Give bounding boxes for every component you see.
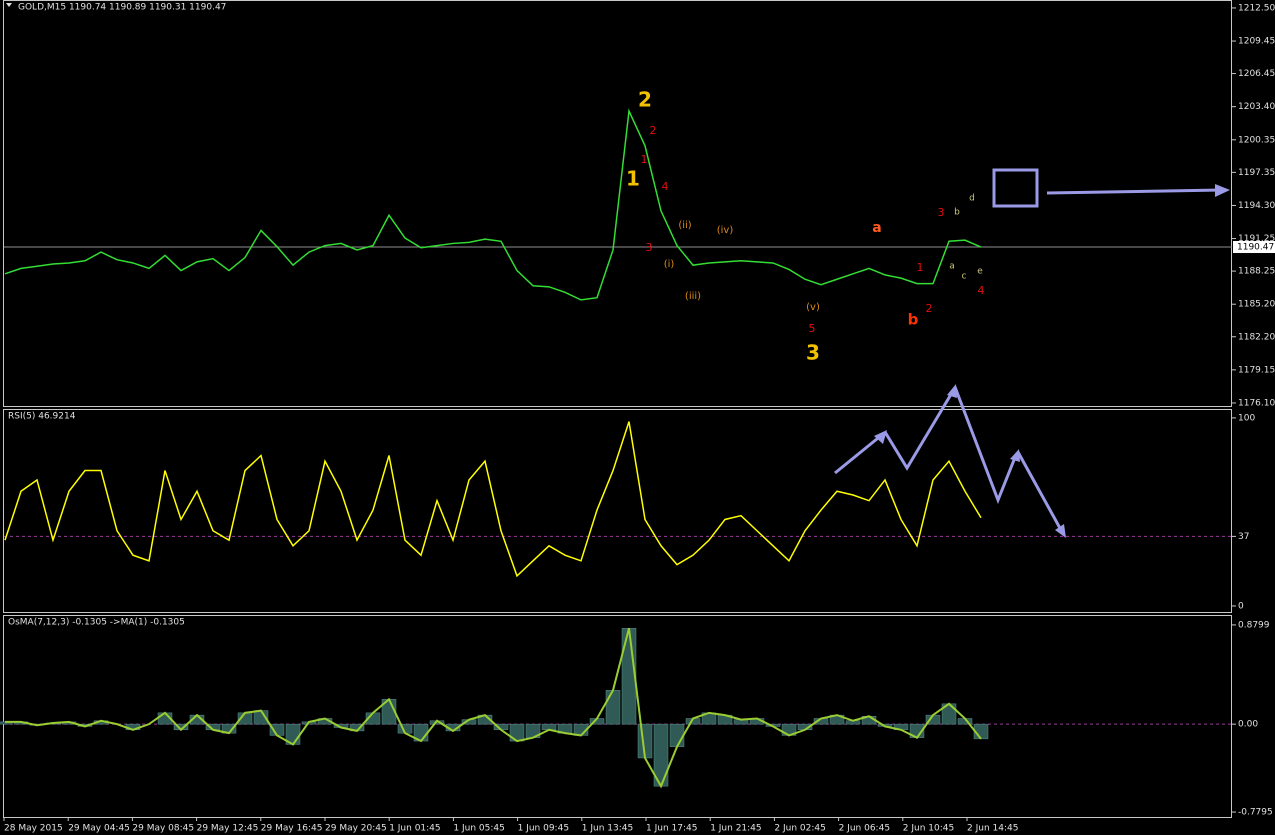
y-tick-label: 1176.10	[1238, 398, 1275, 408]
wave-label: (iii)	[685, 291, 701, 302]
y-tick-label: 1191.25	[1238, 234, 1275, 244]
arrowhead	[947, 384, 957, 398]
x-tick-label: 1 Jun 17:45	[646, 824, 697, 834]
wave-label: 2	[926, 302, 933, 315]
y-tick-label: -0.7795	[1238, 808, 1273, 818]
target-box	[992, 168, 1039, 208]
y-tick-label: 1197.35	[1238, 168, 1275, 178]
y-tick-label: 0	[1238, 601, 1244, 611]
wave-label: b	[908, 311, 919, 329]
wave-label: 1	[917, 261, 924, 274]
y-tick-label: 1185.20	[1238, 300, 1275, 310]
arrowhead	[1055, 524, 1066, 538]
data-line	[4, 421, 982, 578]
arrowhead	[1215, 184, 1230, 197]
x-tick-label: 1 Jun 05:45	[453, 824, 504, 834]
x-tick-label: 28 May 2015	[4, 824, 63, 834]
y-tick-label: 1194.30	[1238, 201, 1275, 211]
wave-label: (iv)	[717, 225, 734, 236]
last-price-label: 1190.47	[1237, 243, 1274, 253]
y-tick-label: 37	[1238, 532, 1249, 542]
price-panel	[3, 0, 1232, 407]
x-tick-label: 2 Jun 06:45	[839, 824, 890, 834]
wave-label: 1	[641, 153, 648, 166]
rsi-arrow	[834, 432, 884, 475]
y-tick-label: 1203.40	[1238, 102, 1275, 112]
wave-label: 4	[662, 180, 669, 193]
x-tick-label: 29 May 08:45	[132, 824, 194, 834]
y-tick-label: 100	[1238, 413, 1255, 423]
rsi-arrow	[883, 390, 955, 471]
panel-title: GOLD,M15 1190.74 1190.89 1190.31 1190.47	[18, 3, 226, 13]
y-tick-label: 0.00	[1238, 720, 1258, 730]
wave-label: 3	[646, 241, 653, 254]
x-tick-label: 29 May 12:45	[197, 824, 259, 834]
menu-triangle[interactable]	[6, 3, 12, 7]
wave-label: b	[954, 208, 960, 218]
arrowheads	[874, 184, 1230, 538]
signal-line	[5, 628, 982, 789]
wave-label: 3	[938, 206, 945, 219]
x-tick-label: 1 Jun 13:45	[582, 824, 633, 834]
wave-label: 3	[806, 341, 820, 365]
y-tick-label: 1212.50	[1238, 3, 1275, 13]
x-tick-label: 29 May 20:45	[325, 824, 387, 834]
wave-label: 2	[650, 124, 657, 137]
y-tick-label: 1182.20	[1238, 332, 1275, 342]
x-tick-label: 29 May 04:45	[68, 824, 130, 834]
rsi-panel	[3, 409, 1232, 613]
drawings	[834, 168, 1223, 531]
rsi-arrow	[953, 386, 1018, 505]
wave-label: a	[872, 220, 881, 236]
data-line	[4, 108, 982, 301]
last-price-box	[1233, 241, 1275, 254]
y-tick-label: 1188.25	[1238, 267, 1275, 277]
panel-title: OsMA(7,12,3) -0.1305 ->MA(1) -0.1305	[8, 618, 185, 628]
panel-title: RSI(5) 46.9214	[8, 412, 76, 422]
y-tick-label: 1179.15	[1238, 365, 1275, 375]
wave-label: d	[969, 194, 975, 204]
rsi-arrow	[1016, 451, 1063, 531]
y-tick-label: 1209.45	[1238, 37, 1275, 47]
arrowhead	[1010, 449, 1020, 462]
x-tick-label: 2 Jun 02:45	[774, 824, 825, 834]
y-tick-label: 0.8799	[1238, 620, 1270, 630]
wave-label: 5	[809, 322, 816, 335]
y-tick-label: 1200.35	[1238, 135, 1275, 145]
x-tick-label: 2 Jun 10:45	[903, 824, 954, 834]
x-tick-label: 29 May 16:45	[261, 824, 323, 834]
wave-label: (i)	[664, 259, 675, 270]
wave-label: (v)	[806, 302, 820, 313]
projection-arrow	[1046, 188, 1223, 195]
y-tick-label: 1206.45	[1238, 69, 1275, 79]
histogram-bar	[621, 628, 637, 725]
wave-label: 1	[626, 167, 640, 191]
x-tick-label: 1 Jun 21:45	[710, 824, 761, 834]
wave-label: a	[949, 262, 955, 272]
histogram-bar	[605, 690, 621, 725]
x-tick-label: 1 Jun 01:45	[389, 824, 440, 834]
wave-label: (ii)	[678, 220, 691, 231]
wave-label: c	[962, 272, 967, 282]
x-tick-label: 1 Jun 09:45	[518, 824, 569, 834]
histogram-bar	[669, 723, 685, 747]
wave-label: 2	[638, 88, 652, 112]
x-tick-label: 2 Jun 14:45	[967, 824, 1018, 834]
osma-panel	[3, 615, 1232, 818]
arrowhead	[874, 430, 887, 444]
wave-label: 4	[978, 284, 985, 297]
wave-label: e	[977, 267, 983, 277]
